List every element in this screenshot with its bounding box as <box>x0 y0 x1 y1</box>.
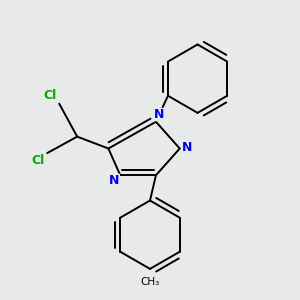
Text: Cl: Cl <box>31 154 44 167</box>
Text: N: N <box>153 108 164 121</box>
Text: Cl: Cl <box>43 89 56 102</box>
Text: N: N <box>109 174 120 187</box>
Text: CH₃: CH₃ <box>140 277 160 287</box>
Text: N: N <box>182 141 193 154</box>
